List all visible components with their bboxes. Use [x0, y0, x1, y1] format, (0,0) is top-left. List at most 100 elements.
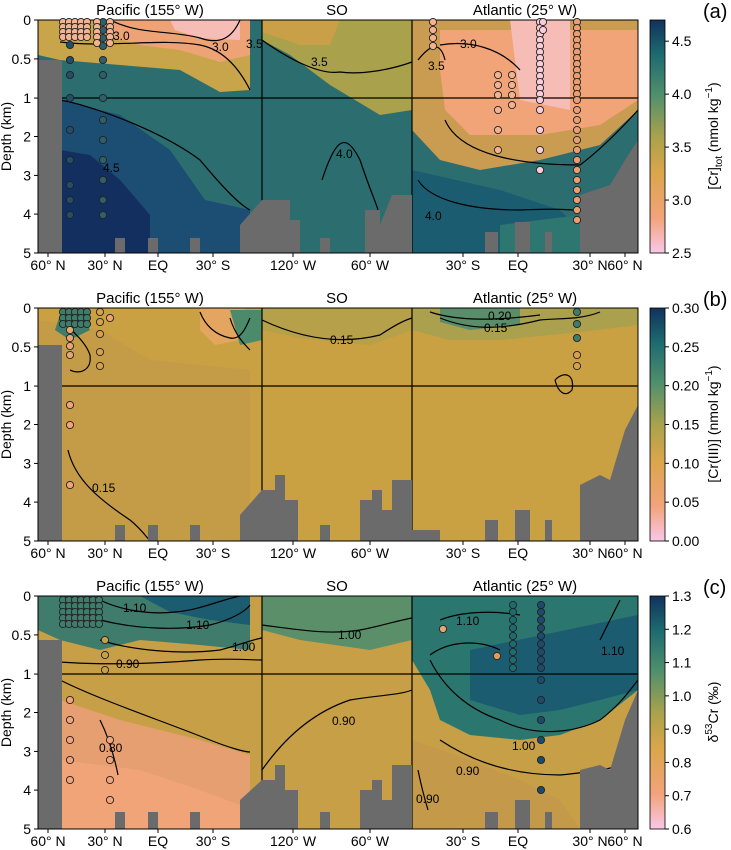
colorbar-tick-label: 0.00 — [672, 533, 699, 549]
station-marker — [508, 639, 518, 649]
station-marker — [507, 70, 517, 80]
colorbar-tick-label: 0.20 — [672, 378, 699, 394]
x-tick-label: 30° N — [87, 257, 122, 273]
colorbar-label-b: [Cr(III)] (nmol kg−1) — [704, 365, 721, 482]
x-tick-label: 30° N — [572, 833, 607, 849]
station-marker — [536, 735, 546, 745]
station-marker — [95, 361, 105, 371]
contour-label-c: 0.90 — [456, 764, 480, 778]
station-marker — [508, 623, 518, 633]
x-tick-label: 60° N — [607, 545, 642, 561]
colorbar-c — [649, 595, 666, 830]
cb-c-pre: δ — [705, 734, 721, 742]
y-axis-label: Depth (km) — [0, 678, 14, 747]
cb-b-main: [Cr(III)] (nmol kg — [705, 381, 721, 482]
station-marker — [98, 195, 108, 205]
x-tick-label: 60° N — [607, 257, 642, 273]
cb-c-post: Cr (‰) — [705, 682, 721, 724]
y-tick-label: 0.5 — [12, 627, 32, 643]
station-marker — [438, 624, 448, 634]
station-marker — [92, 38, 102, 48]
colorbar-a — [649, 19, 666, 254]
x-tick-label: 60° N — [30, 833, 65, 849]
section-title: Atlantic (25° W) — [473, 2, 577, 19]
contour-label-c: 0.80 — [99, 741, 123, 755]
contour-label-c: 1.10 — [186, 618, 210, 632]
station-marker — [98, 55, 108, 65]
section-title: Pacific (155° W) — [96, 2, 204, 19]
station-marker — [508, 655, 518, 665]
station-marker — [98, 155, 108, 165]
station-marker — [65, 400, 75, 410]
panel-b: 0.15 0.15 0.20 0.15 — [37, 307, 639, 542]
station-marker — [82, 319, 92, 329]
station-marker — [95, 347, 105, 357]
station-marker — [65, 350, 75, 360]
station-marker — [65, 180, 75, 190]
x-tick-label: 120° W — [270, 833, 317, 849]
x-tick-label: 60° N — [30, 257, 65, 273]
station-marker — [65, 210, 75, 220]
station-marker — [105, 775, 115, 785]
station-marker — [492, 651, 502, 661]
station-marker — [105, 755, 115, 765]
contour-label-c: 1.00 — [232, 640, 256, 654]
station-marker — [508, 615, 518, 625]
station-marker — [508, 600, 518, 610]
station-marker — [493, 145, 503, 155]
station-markers-a — [58, 17, 582, 225]
station-marker — [572, 205, 582, 215]
section-title: SO — [326, 2, 348, 19]
station-marker — [65, 341, 75, 351]
y-tick-label: 1 — [23, 666, 31, 682]
station-marker — [428, 41, 438, 51]
colorbar-tick-label: 4.0 — [672, 86, 692, 102]
colorbar-tick-label: 3.5 — [672, 139, 692, 155]
x-tick-label: 30° S — [196, 257, 230, 273]
station-marker — [572, 307, 582, 317]
station-marker — [536, 655, 546, 665]
station-marker — [536, 623, 546, 633]
y-tick-label: 2 — [23, 417, 31, 433]
y-tick-label: 4 — [23, 782, 31, 798]
station-marker — [98, 135, 108, 145]
x-tick-label: 60° N — [607, 833, 642, 849]
y-tick-label: 3 — [23, 455, 31, 471]
station-marker — [572, 165, 582, 175]
y-tick-label: 0.5 — [12, 51, 32, 67]
station-marker — [493, 105, 503, 115]
contour-label-a: 3.0 — [113, 29, 130, 43]
y-axis-label: Depth (km) — [0, 102, 14, 171]
contour-label-c: 0.90 — [116, 657, 140, 671]
colorbar-tick-label: 2.5 — [672, 245, 692, 261]
station-marker — [493, 125, 503, 135]
station-marker — [508, 607, 518, 617]
station-marker — [535, 125, 545, 135]
colorbar-tick-label: 1.0 — [672, 688, 692, 704]
station-marker — [507, 100, 517, 110]
x-tick-label: 30° S — [446, 257, 480, 273]
y-tick-label: 4 — [23, 206, 31, 222]
contour-label-a: 4.0 — [336, 147, 353, 161]
station-marker — [572, 125, 582, 135]
station-marker — [105, 735, 115, 745]
cb-a-unit: (nmol kg — [705, 98, 721, 152]
station-marker — [572, 145, 582, 155]
contour-label-b: 0.15 — [92, 481, 116, 495]
station-marker — [105, 313, 115, 323]
cb-a-exp: −1 — [704, 87, 715, 99]
station-marker — [65, 755, 75, 765]
contour-label-a: 4.0 — [425, 209, 442, 223]
contour-label-a: 4.5 — [103, 161, 120, 175]
x-tick-label: EQ — [148, 545, 168, 561]
colorbar-tick-label: 0.9 — [672, 721, 692, 737]
station-marker — [572, 175, 582, 185]
x-tick-label: 60° W — [351, 257, 390, 273]
x-tick-label: 60° N — [30, 545, 65, 561]
section-title: Atlantic (25° W) — [473, 578, 577, 595]
contour-label-b: 0.20 — [488, 309, 512, 323]
station-marker — [65, 125, 75, 135]
station-marker — [65, 775, 75, 785]
station-marker — [572, 350, 582, 360]
station-marker — [98, 210, 108, 220]
